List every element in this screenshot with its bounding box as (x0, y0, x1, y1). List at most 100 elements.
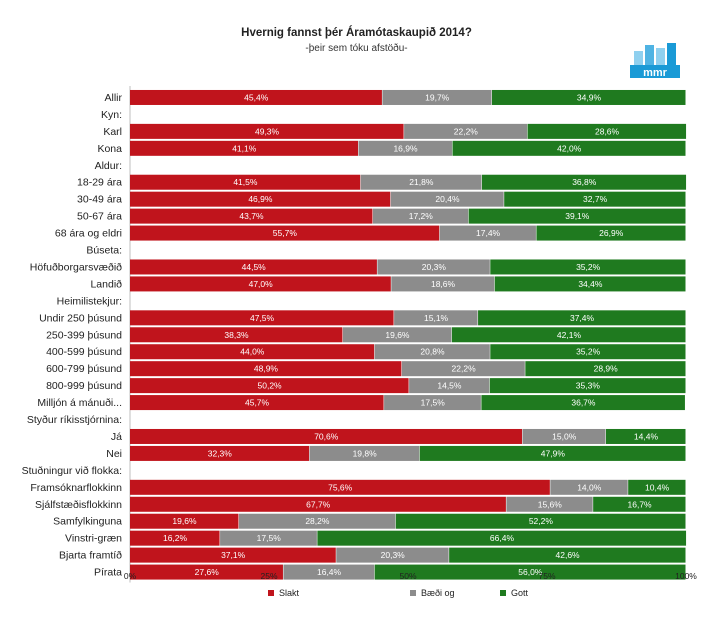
bar-segment-bæði-og (283, 564, 375, 580)
data-label: 42,6% (556, 550, 581, 560)
data-label: 34,9% (577, 92, 602, 102)
data-label: 20,4% (435, 194, 460, 204)
bar-segment-gott (395, 513, 686, 529)
data-label: 15,1% (424, 313, 449, 323)
bar-segment-gott (481, 174, 687, 190)
bar-segment-gott (490, 344, 686, 360)
bar-segment-slakt (130, 428, 523, 444)
bar-segment-slakt (130, 123, 404, 139)
row-label: Sjálfstæðisflokkinn (35, 499, 122, 511)
bar-segment-gott (374, 564, 686, 580)
row-label: Höfuðborgarsvæðið (30, 261, 122, 273)
x-tick-label: 25% (260, 571, 277, 581)
bar-segment-slakt (130, 276, 391, 292)
row-label: 400-599 þúsund (46, 346, 122, 358)
data-label: 27,6% (195, 567, 220, 577)
bar-segment-gott (525, 361, 686, 377)
bar-segment-gott (527, 123, 687, 139)
data-label: 35,3% (576, 381, 601, 391)
data-label: 15,0% (552, 431, 577, 441)
row-label: Undir 250 þúsund (39, 312, 122, 324)
bar-segment-slakt (130, 530, 220, 546)
legend-item: Gott (500, 588, 528, 598)
bar-segment-bæði-og (401, 361, 525, 377)
bar-segment-gott (490, 259, 686, 275)
data-label: 15,6% (538, 499, 563, 509)
row-label: Karl (103, 126, 122, 138)
data-label: 22,2% (452, 364, 477, 374)
data-label: 44,5% (242, 262, 267, 272)
row-label: Vinstri-græn (65, 533, 122, 545)
data-label: 66,4% (490, 533, 515, 543)
bar-segment-gott (451, 327, 686, 343)
data-label: 19,6% (172, 516, 197, 526)
data-label: 36,7% (571, 398, 596, 408)
bar-segment-slakt (130, 225, 440, 241)
data-label: 32,7% (583, 194, 608, 204)
bar-segment-bæði-og (550, 479, 628, 495)
data-label: 37,4% (570, 313, 595, 323)
row-label: Framsóknarflokkinn (30, 482, 122, 494)
row-label: Landið (90, 278, 122, 290)
legend-label: Slakt (279, 588, 300, 598)
data-label: 41,5% (233, 177, 258, 187)
logo-text: mmr (643, 67, 668, 79)
data-label: 14,0% (577, 482, 602, 492)
legend-swatch (268, 590, 274, 596)
group-header-label: Heimilistekjur: (57, 295, 122, 307)
bar-segment-bæði-og (220, 530, 317, 546)
data-label: 19,8% (353, 448, 378, 458)
bar-segment-bæði-og (506, 496, 593, 512)
legend: Slakt Bæði og Gott (0, 588, 713, 604)
data-label: 10,4% (645, 482, 670, 492)
bar-segment-bæði-og (377, 259, 490, 275)
bar-segment-slakt (130, 547, 336, 563)
row-label: Pírata (94, 567, 122, 579)
legend-label: Bæði og (421, 588, 455, 598)
row-label: Kona (97, 143, 122, 155)
bar-segment-bæði-og (342, 327, 452, 343)
bar-segment-bæði-og (390, 191, 504, 207)
bar-segment-gott (491, 89, 686, 105)
data-label: 22,2% (454, 126, 479, 136)
group-header-label: Aldur: (95, 160, 122, 172)
group-header-label: Kyn: (101, 109, 122, 121)
x-tick-label: 0% (124, 571, 137, 581)
data-label: 35,2% (576, 262, 601, 272)
bar-segment-gott (478, 310, 686, 326)
group-header-label: Styður ríkisstjórnina: (27, 414, 122, 426)
data-label: 47,5% (250, 313, 275, 323)
row-label: Nei (106, 448, 122, 460)
bar-segment-slakt (130, 327, 343, 343)
data-label: 16,7% (628, 499, 653, 509)
bar-segment-gott (452, 140, 686, 156)
data-label: 16,9% (393, 143, 418, 153)
row-label: 250-399 þúsund (46, 329, 122, 341)
data-label: 39,1% (565, 211, 590, 221)
row-label: 18-29 ára (77, 177, 122, 189)
mmr-logo: mmr (630, 43, 680, 79)
bar-segment-bæði-og (238, 513, 396, 529)
bar-segment-slakt (130, 208, 373, 224)
data-label: 48,9% (254, 364, 279, 374)
legend-item: Bæði og (410, 588, 455, 598)
bar-segment-gott (317, 530, 687, 546)
bar-segment-bæði-og (384, 395, 481, 411)
bar-segment-bæði-og (409, 378, 490, 394)
bar-segment-gott (605, 428, 686, 444)
data-label: 67,7% (306, 499, 331, 509)
data-label: 47,9% (541, 448, 566, 458)
data-label: 28,9% (594, 364, 619, 374)
row-label: Já (111, 431, 122, 443)
legend-swatch (500, 590, 506, 596)
bar-segment-bæði-og (360, 174, 482, 190)
data-label: 14,5% (437, 381, 462, 391)
data-label: 52,2% (529, 516, 554, 526)
data-label: 17,4% (476, 228, 501, 238)
data-label: 16,4% (317, 567, 342, 577)
data-label: 45,4% (244, 92, 269, 102)
bar-segment-gott (489, 378, 686, 394)
row-label: Allir (105, 92, 123, 104)
row-label: 800-999 þúsund (46, 380, 122, 392)
bar-segment-bæði-og (391, 276, 495, 292)
